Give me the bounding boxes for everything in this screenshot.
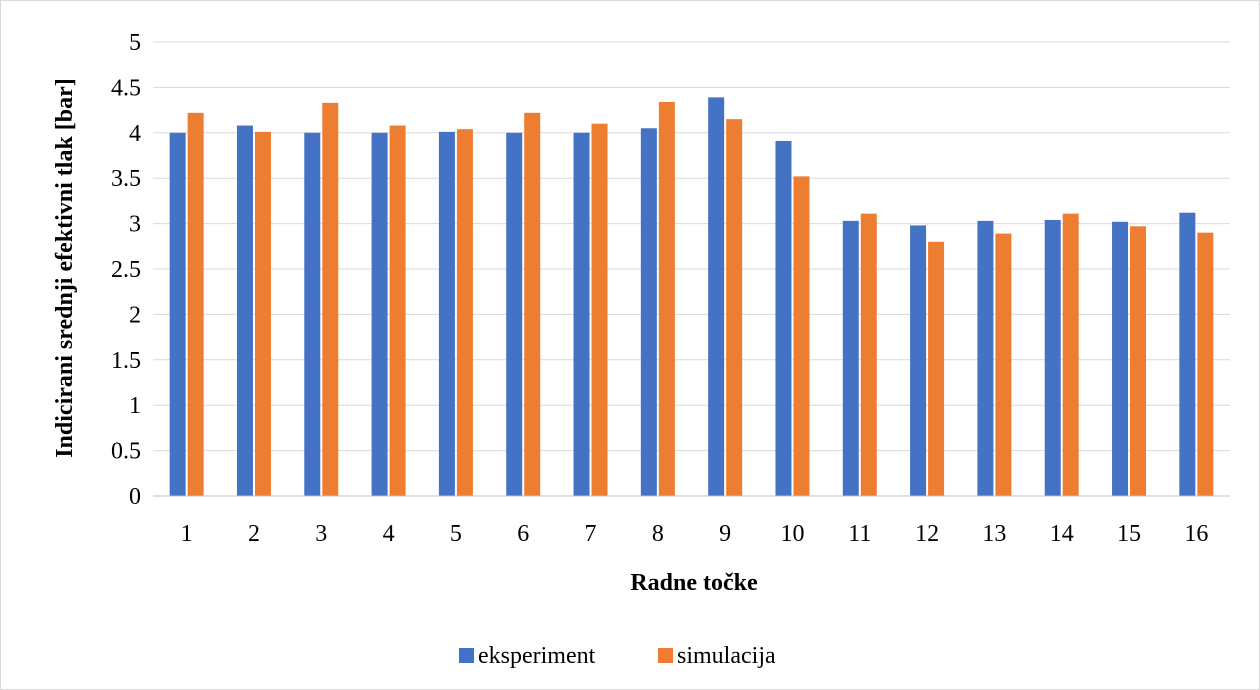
bar-eksperiment-11 [842, 220, 859, 496]
x-tick-label: 8 [652, 521, 664, 547]
legend-label-simulacija: simulacija [677, 643, 776, 669]
y-tick-label: 0.5 [111, 439, 141, 465]
x-tick-label: 6 [517, 521, 529, 547]
y-tick-label: 4 [129, 121, 141, 147]
bar-eksperiment-10 [775, 140, 792, 497]
bar-simulacija-2 [254, 131, 271, 496]
bar-eksperiment-5 [438, 131, 455, 496]
x-tick-label: 13 [982, 521, 1006, 547]
x-tick-label: 11 [848, 521, 871, 547]
x-axis-title: Radne točke [630, 570, 758, 596]
bar-simulacija-15 [1130, 226, 1147, 496]
bar-simulacija-1 [187, 112, 204, 496]
bar-simulacija-13 [995, 233, 1012, 496]
bar-eksperiment-7 [573, 132, 590, 497]
bar-eksperiment-4 [371, 132, 388, 497]
x-tick-label: 12 [915, 521, 939, 547]
bar-eksperiment-6 [506, 132, 523, 497]
legend-swatch-eksperiment [459, 648, 474, 663]
legend: eksperiment simulacija [459, 643, 776, 669]
bar-eksperiment-12 [910, 225, 927, 496]
y-axis-title: Indicirani srednji efektivni tlak [bar] [52, 78, 78, 458]
bar-eksperiment-2 [236, 125, 253, 496]
bar-eksperiment-9 [708, 97, 725, 496]
x-tick-label: 15 [1117, 521, 1141, 547]
bar-eksperiment-1 [169, 132, 186, 497]
x-tick-label: 14 [1050, 521, 1074, 547]
bar-eksperiment-15 [1112, 221, 1129, 496]
x-tick-label: 4 [383, 521, 395, 547]
y-tick-label: 3 [129, 212, 141, 238]
bar-eksperiment-16 [1179, 212, 1196, 497]
bar-simulacija-12 [928, 241, 945, 496]
bar-simulacija-8 [658, 101, 675, 496]
x-tick-label: 2 [248, 521, 260, 547]
bar-simulacija-10 [793, 176, 810, 496]
x-tick-label: 9 [719, 521, 731, 547]
bar-simulacija-5 [456, 129, 473, 496]
bars [169, 97, 1214, 497]
y-tick-label: 0 [129, 484, 141, 510]
y-tick-label: 2.5 [111, 257, 141, 283]
y-tick-label: 1 [129, 393, 141, 419]
y-tick-label: 4.5 [111, 75, 141, 101]
x-tick-label: 1 [181, 521, 193, 547]
y-tick-labels: 0 0.5 1 1.5 2 2.5 3 3.5 4 4.5 5 [111, 30, 141, 510]
y-tick-label: 3.5 [111, 166, 141, 192]
bar-simulacija-11 [860, 213, 877, 496]
bar-simulacija-14 [1062, 213, 1079, 496]
x-tick-label: 16 [1184, 521, 1208, 547]
x-tick-labels: 1 2 3 4 5 6 7 8 9 10 11 12 13 14 15 16 [181, 521, 1209, 547]
y-tick-label: 1.5 [111, 348, 141, 374]
y-tick-label: 5 [129, 30, 141, 56]
bar-simulacija-6 [524, 112, 541, 496]
bar-simulacija-7 [591, 123, 608, 496]
x-tick-label: 3 [315, 521, 327, 547]
legend-swatch-simulacija [658, 648, 673, 663]
bar-eksperiment-8 [640, 128, 657, 496]
bar-eksperiment-13 [977, 220, 994, 496]
bar-simulacija-3 [322, 102, 339, 496]
bar-eksperiment-14 [1044, 219, 1061, 496]
y-tick-label: 2 [129, 302, 141, 328]
x-tick-label: 10 [780, 521, 804, 547]
x-tick-label: 7 [585, 521, 597, 547]
bar-simulacija-4 [389, 125, 406, 496]
bar-eksperiment-3 [304, 132, 321, 497]
legend-label-eksperiment: eksperiment [478, 643, 596, 669]
x-tick-label: 5 [450, 521, 462, 547]
bar-simulacija-16 [1197, 232, 1214, 496]
bar-simulacija-9 [726, 119, 743, 497]
